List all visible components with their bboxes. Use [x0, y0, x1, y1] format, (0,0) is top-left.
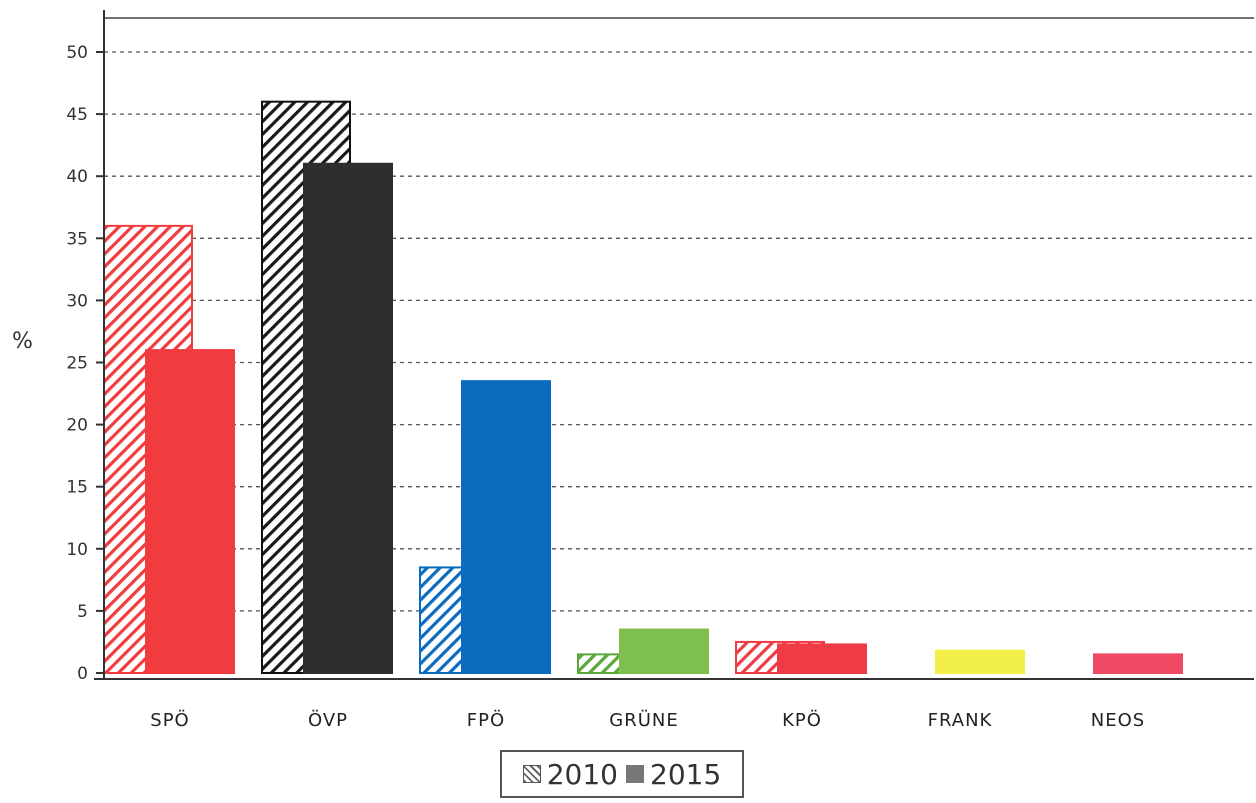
y-tick-label-20: 20 [66, 416, 88, 436]
y-tick-label-40: 40 [66, 167, 88, 187]
legend-label-2015: 2015 [650, 757, 722, 791]
labels: 0 5 10 15 20 25 30 35 40 45 50 SPÖ ÖVP FPÖ GRÜNE KPÖ FRA… [12, 43, 1145, 731]
y-tick-label-35: 35 [66, 229, 88, 249]
y-tick-label-25: 25 [66, 354, 88, 374]
x-category-label-ÖVP: ÖVP [308, 709, 348, 731]
legend-entry-2015: 2015 [626, 758, 721, 791]
legend-entry-2010: 2010 [522, 757, 618, 791]
legend-swatch-solid [626, 765, 644, 783]
y-tick-label-30: 30 [66, 291, 88, 311]
bar-2015-FPÖ [461, 380, 551, 674]
bar-2015-GRÜNE [619, 628, 709, 675]
x-category-label-FPÖ: FPÖ [467, 709, 505, 731]
y-tick-label-50: 50 [66, 43, 88, 63]
x-category-label-SPÖ: SPÖ [150, 709, 189, 731]
x-category-label-KPÖ: KPÖ [782, 709, 822, 731]
y-tick-label-10: 10 [66, 540, 88, 560]
legend-label-2010: 2010 [546, 757, 618, 791]
y-tick-label-15: 15 [66, 478, 88, 498]
y-tick-label-45: 45 [66, 105, 88, 125]
y-tick-label-0: 0 [77, 664, 88, 684]
legend-swatch-hatched [522, 765, 541, 783]
bars [103, 100, 1183, 675]
bar-2015-FRANK [935, 649, 1025, 674]
y-tick-label-5: 5 [77, 602, 88, 622]
bar-2015-KPÖ [777, 643, 867, 675]
bar-2015-NEOS [1093, 653, 1183, 674]
x-category-label-NEOS: NEOS [1091, 710, 1145, 731]
bar-2015-ÖVP [303, 162, 393, 674]
x-category-label-FRANK: FRANK [928, 710, 993, 731]
axes [94, 10, 1254, 680]
bar-2015-SPÖ [145, 349, 235, 674]
y-axis-label: % [12, 329, 33, 354]
x-category-label-GRÜNE: GRÜNE [609, 709, 678, 731]
legend: 2010 2015 [500, 750, 744, 798]
